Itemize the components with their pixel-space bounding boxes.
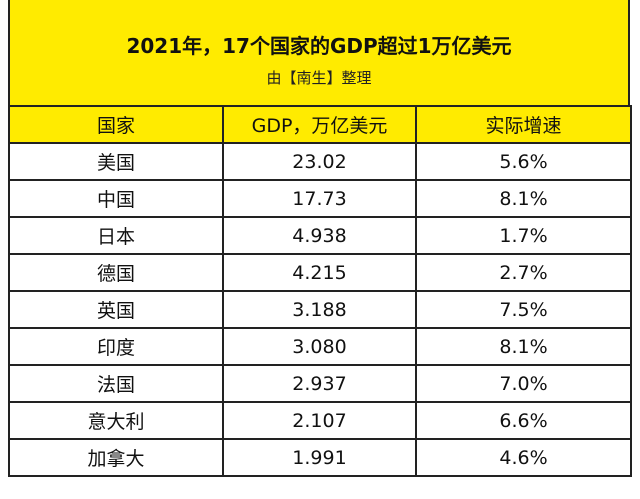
row: 日本 4.938 1.7% — [8, 216, 632, 255]
row: 德国 4.215 2.7% — [8, 253, 632, 292]
cell: 7.5% — [415, 290, 632, 329]
cell: 4.938 — [222, 216, 417, 255]
cell: 2.7% — [415, 253, 632, 292]
gdp-table: 国家 GDP，万亿美元 实际增速 美国 23.02 5.6% 中国 17.73 8.1% 日本 4… — [8, 105, 632, 477]
cell: 2.937 — [222, 364, 417, 403]
cell: 8.1% — [415, 179, 632, 218]
row: 印度 3.080 8.1% — [8, 327, 632, 366]
cell: 意大利 — [8, 401, 224, 440]
title: 2021年，17个国家的GDP超过1万亿美元 — [126, 34, 512, 58]
cell: 3.080 — [222, 327, 417, 366]
cell: 印度 — [8, 327, 224, 366]
cell: 4.6% — [415, 438, 632, 477]
cell: 17.73 — [222, 179, 417, 218]
column-header: GDP，万亿美元 — [222, 105, 417, 144]
cell: 5.6% — [415, 142, 632, 181]
cell: 加拿大 — [8, 438, 224, 477]
column-header: 国家 — [8, 105, 224, 144]
cell: 法国 — [8, 364, 224, 403]
row: 中国 17.73 8.1% — [8, 179, 632, 218]
cell: 美国 — [8, 142, 224, 181]
row: 美国 23.02 5.6% — [8, 142, 632, 181]
cell: 4.215 — [222, 253, 417, 292]
row: 法国 2.937 7.0% — [8, 364, 632, 403]
cell: 3.188 — [222, 290, 417, 329]
column-header: 实际增速 — [415, 105, 632, 144]
row: 英国 3.188 7.5% — [8, 290, 632, 329]
cell: 1.991 — [222, 438, 417, 477]
cell: 1.7% — [415, 216, 632, 255]
row: 意大利 2.107 6.6% — [8, 401, 632, 440]
cell: 8.1% — [415, 327, 632, 366]
cell: 中国 — [8, 179, 224, 218]
cell: 英国 — [8, 290, 224, 329]
header-row: 国家 GDP，万亿美元 实际增速 — [8, 105, 632, 144]
cell: 6.6% — [415, 401, 632, 440]
cell: 7.0% — [415, 364, 632, 403]
subtitle: 由【南生】整理 — [266, 69, 372, 87]
header: 2021年，17个国家的GDP超过1万亿美元 由【南生】整理 — [8, 0, 630, 105]
cell: 日本 — [8, 216, 224, 255]
cell: 23.02 — [222, 142, 417, 181]
cell: 2.107 — [222, 401, 417, 440]
row: 加拿大 1.991 4.6% — [8, 438, 632, 477]
cell: 德国 — [8, 253, 224, 292]
